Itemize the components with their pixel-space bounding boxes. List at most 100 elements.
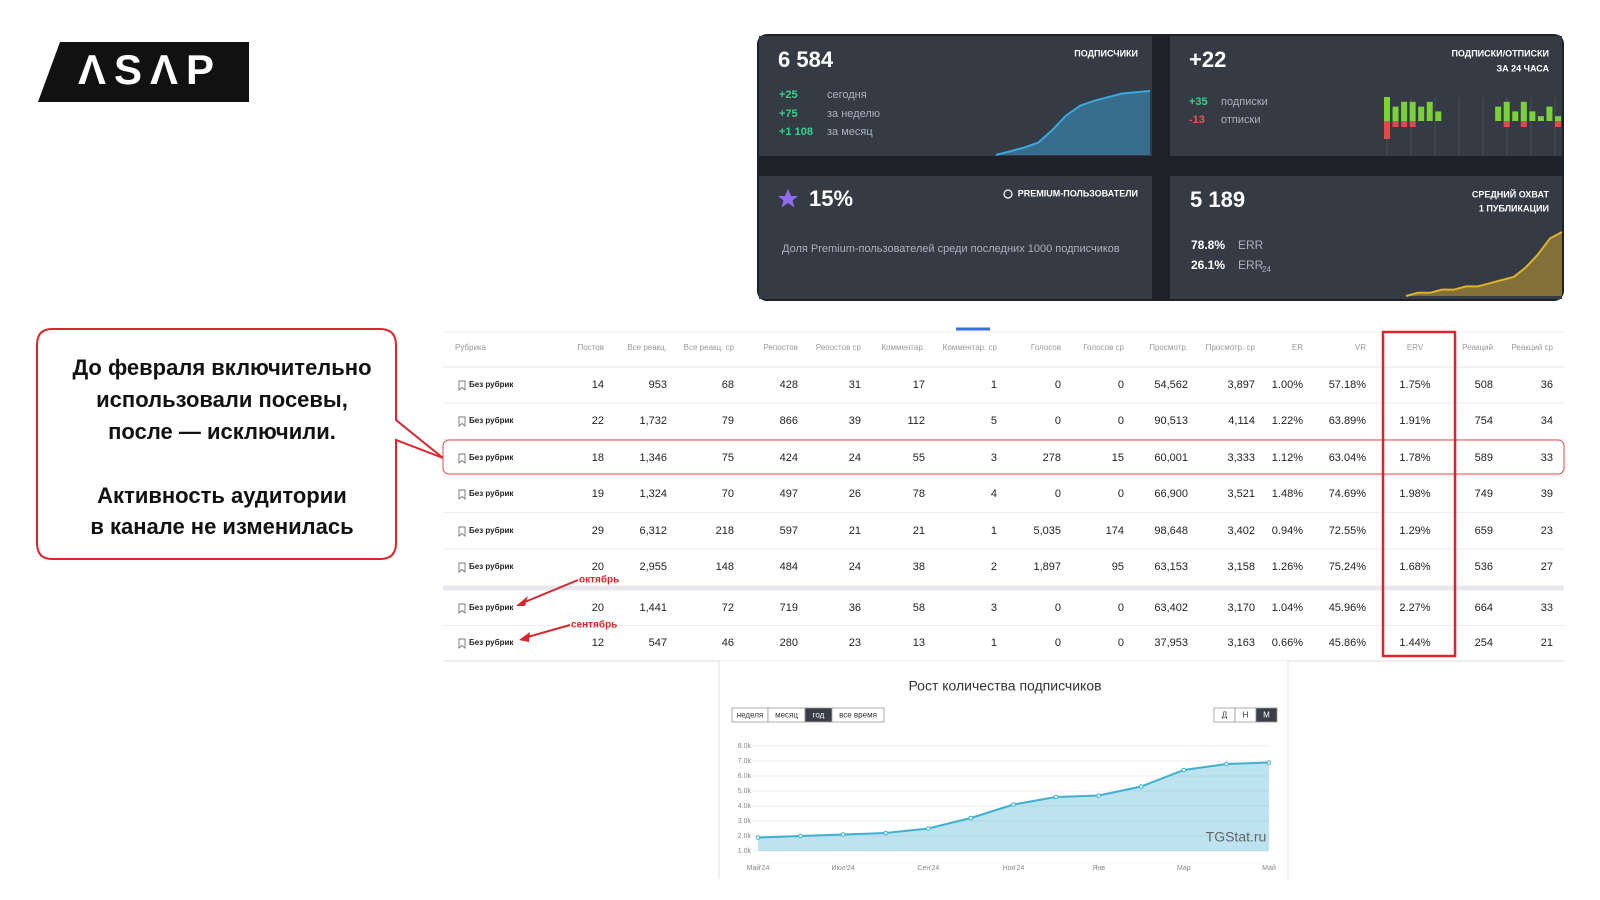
- growth-point: [1224, 761, 1229, 767]
- table-cell: 17: [913, 379, 925, 391]
- table-cell: 21: [849, 525, 861, 537]
- table-cell: 0: [1055, 379, 1061, 391]
- table-cell: 0.94%: [1272, 525, 1303, 537]
- growth-point: [1266, 760, 1272, 765]
- table-cell: 424: [780, 452, 798, 464]
- x-tick-label: Июл'24: [831, 865, 854, 872]
- column-header: Репостов ср: [816, 343, 862, 352]
- granularity-button[interactable]: [1255, 707, 1278, 723]
- y-tick-label: 7.0k: [738, 758, 752, 765]
- x-tick-label: Май: [1262, 864, 1276, 872]
- table-cell: 79: [722, 415, 734, 427]
- column-header: ER: [1292, 343, 1303, 352]
- rubric: Без рубрик: [469, 453, 514, 462]
- card-delta: +35: [1189, 96, 1208, 108]
- table-cell: 3,163: [1227, 637, 1255, 649]
- table-cell: 1.04%: [1272, 602, 1303, 614]
- table-cell: 749: [1475, 488, 1493, 500]
- column-header: Рубрика: [455, 343, 487, 352]
- card-delta-label: за неделю: [827, 108, 880, 120]
- table-cell: 1: [991, 379, 997, 391]
- subs-bar: [1401, 101, 1408, 121]
- table-cell: 484: [780, 561, 798, 573]
- table-cell: 536: [1475, 561, 1493, 573]
- y-tick-label: 1.0k: [738, 848, 752, 855]
- column-header: Все реакц. ср: [684, 343, 735, 352]
- chart-title: Рост количества подписчиков: [908, 678, 1101, 694]
- card-delta: +1 108: [779, 126, 813, 138]
- bookmark-icon: [458, 489, 466, 500]
- table-cell: 1.12%: [1272, 452, 1303, 464]
- x-tick-label: Ноя'24: [1003, 865, 1025, 872]
- table-cell: 866: [780, 415, 798, 427]
- subs-bar: [1384, 97, 1390, 121]
- table-cell: 497: [780, 488, 798, 500]
- premium-icon: [1003, 189, 1013, 199]
- table-cell: 90,513: [1154, 415, 1188, 427]
- table-cell: 54,562: [1154, 379, 1188, 391]
- x-tick-label: Янв: [1092, 865, 1105, 872]
- rubric: Без рубрик: [469, 380, 514, 389]
- column-header: Комментар. ср: [943, 343, 998, 352]
- table-cell: 1.68%: [1399, 561, 1430, 573]
- subs-bar: [1537, 116, 1544, 121]
- table-cell: 1,732: [639, 415, 667, 427]
- period-button[interactable]: [831, 707, 885, 723]
- table-cell: 78: [913, 488, 925, 500]
- card-metric-label: ERR: [1238, 238, 1264, 252]
- table-cell: 2,955: [639, 561, 667, 573]
- growth-point: [968, 815, 974, 821]
- subs-bar: [1426, 101, 1433, 121]
- table-cell: 23: [1541, 525, 1553, 537]
- period-label: неделя: [737, 711, 764, 720]
- table-cell: 0: [1055, 415, 1061, 427]
- table-cell: 39: [1541, 488, 1553, 500]
- table-cell: 428: [780, 379, 798, 391]
- table-cell: 3: [991, 602, 997, 614]
- card-delta-label: отписки: [1221, 114, 1260, 126]
- subs-bar: [1435, 111, 1442, 121]
- table-cell: 278: [1043, 452, 1061, 464]
- table-cell: 3,158: [1227, 561, 1255, 573]
- rubric: Без рубрик: [469, 526, 514, 535]
- period-label: месяц: [775, 711, 798, 720]
- table-cell: 36: [1541, 379, 1553, 391]
- table-cell: 1,441: [639, 602, 667, 614]
- table-cell: 0: [1055, 637, 1061, 649]
- table-cell: 24: [849, 452, 861, 464]
- table-cell: 13: [913, 637, 925, 649]
- rubric: Без рубрик: [469, 489, 514, 498]
- rubric: Без рубрик: [469, 562, 514, 571]
- table-cell: 0: [1118, 415, 1124, 427]
- table-cell: 1: [991, 525, 997, 537]
- table-cell: 4,114: [1228, 415, 1255, 427]
- table-cell: 953: [649, 379, 667, 391]
- granularity-label: М: [1263, 711, 1270, 720]
- table-cell: 1.22%: [1272, 415, 1303, 427]
- column-header: Все реакц.: [627, 343, 667, 352]
- table-cell: 46: [722, 637, 734, 649]
- subscribers-spark-area: [996, 91, 1150, 155]
- unsubs-bar: [1384, 121, 1390, 139]
- card-label: ЗА 24 ЧАСА: [1496, 63, 1549, 73]
- reach-spark-line: [1405, 231, 1563, 297]
- subs-bar: [1546, 106, 1553, 121]
- subs-bar: [1512, 111, 1519, 121]
- table-cell: 31: [849, 379, 861, 391]
- table-cell: 63,402: [1154, 602, 1188, 614]
- table-cell: 547: [649, 637, 667, 649]
- table-cell: 1.48%: [1272, 488, 1303, 500]
- y-tick-label: 5.0k: [738, 788, 752, 795]
- table-cell: 21: [1541, 637, 1553, 649]
- period-label: год: [813, 711, 825, 720]
- card-value: 15%: [809, 186, 853, 211]
- column-header: Голосов: [1031, 343, 1061, 352]
- table-cell: 72: [722, 602, 734, 614]
- table-cell: 38: [913, 561, 925, 573]
- table-cell: 55: [913, 452, 925, 464]
- stat-card: [759, 36, 1152, 156]
- table-cell: 63,153: [1154, 561, 1188, 573]
- table-cell: 36: [849, 602, 861, 614]
- period-label: все время: [839, 711, 877, 720]
